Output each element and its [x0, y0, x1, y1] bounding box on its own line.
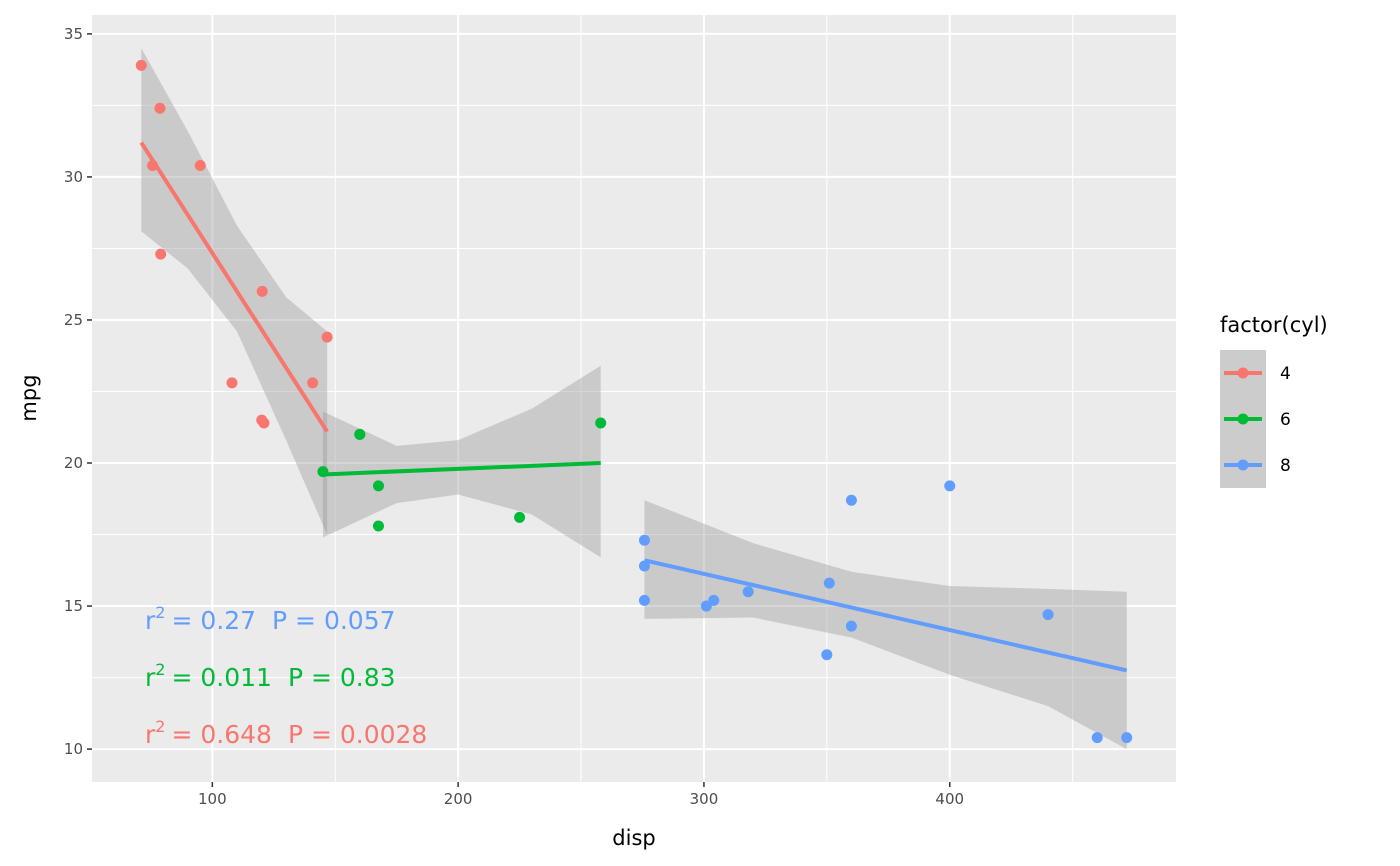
annotation-eq: = 0.011 [171, 663, 271, 692]
confidence-band [141, 48, 328, 535]
annotation-sup: 2 [155, 717, 165, 736]
y-axis-title: mpg [17, 374, 41, 421]
point [1042, 609, 1054, 621]
point [354, 428, 366, 440]
point [194, 159, 206, 171]
point [595, 417, 607, 429]
x-tick-label: 100 [198, 790, 227, 808]
y-tick-label: 30 [64, 168, 83, 186]
fit-line [644, 558, 1128, 673]
y-tick-label: 25 [64, 311, 83, 329]
point [1091, 732, 1103, 744]
point [307, 377, 319, 389]
point [154, 102, 166, 114]
annotation-p: P = 0.83 [288, 663, 396, 692]
annotation-sup: 2 [155, 660, 165, 679]
panel [92, 15, 1176, 782]
confidence-band [644, 500, 1127, 750]
x-tick-label: 400 [935, 790, 964, 808]
fit-line [139, 141, 329, 433]
annotation-eq: = 0.648 [171, 720, 271, 749]
point [514, 511, 526, 523]
x-tick-label: 200 [444, 790, 473, 808]
annotation-p: P = 0.057 [272, 606, 396, 635]
point [321, 331, 333, 343]
annotation-sup: 2 [155, 603, 165, 622]
annotation-r: r [145, 720, 156, 749]
point [845, 494, 857, 506]
legend-point [1237, 459, 1249, 471]
annotation: r2 = 0.011 P = 0.83 [145, 660, 396, 692]
annotation: r2 = 0.27 P = 0.057 [145, 603, 396, 635]
point [155, 248, 167, 260]
legend-title: factor(cyl) [1220, 313, 1328, 337]
point [372, 520, 384, 532]
annotation-eq: = 0.27 [171, 606, 256, 635]
x-axis-title: disp [612, 826, 655, 850]
y-tick-label: 10 [64, 740, 83, 758]
point [700, 600, 712, 612]
point [742, 586, 754, 598]
confidence-band [322, 365, 601, 558]
y-tick-label: 35 [64, 25, 83, 43]
fit-line [322, 461, 601, 477]
annotation: r2 = 0.648 P = 0.0028 [145, 717, 427, 749]
legend-label: 4 [1280, 364, 1291, 384]
annotation-p: P = 0.0028 [288, 720, 427, 749]
point [135, 59, 147, 71]
y-tick-label: 15 [64, 597, 83, 615]
point [1121, 732, 1133, 744]
y-tick-label: 20 [64, 454, 83, 472]
point [823, 577, 835, 589]
point [638, 560, 650, 572]
legend-point [1237, 367, 1249, 379]
annotation-r: r [145, 663, 156, 692]
x-tick-label: 300 [690, 790, 719, 808]
point [372, 480, 384, 492]
annotation-r: r [145, 606, 156, 635]
point [638, 534, 650, 546]
point [226, 377, 238, 389]
legend-label: 6 [1280, 410, 1291, 430]
point [944, 480, 956, 492]
point [256, 285, 268, 297]
point [845, 620, 857, 632]
point [821, 649, 833, 661]
legend-point [1237, 413, 1249, 425]
legend-label: 8 [1280, 456, 1291, 476]
point [638, 594, 650, 606]
point [258, 417, 270, 429]
